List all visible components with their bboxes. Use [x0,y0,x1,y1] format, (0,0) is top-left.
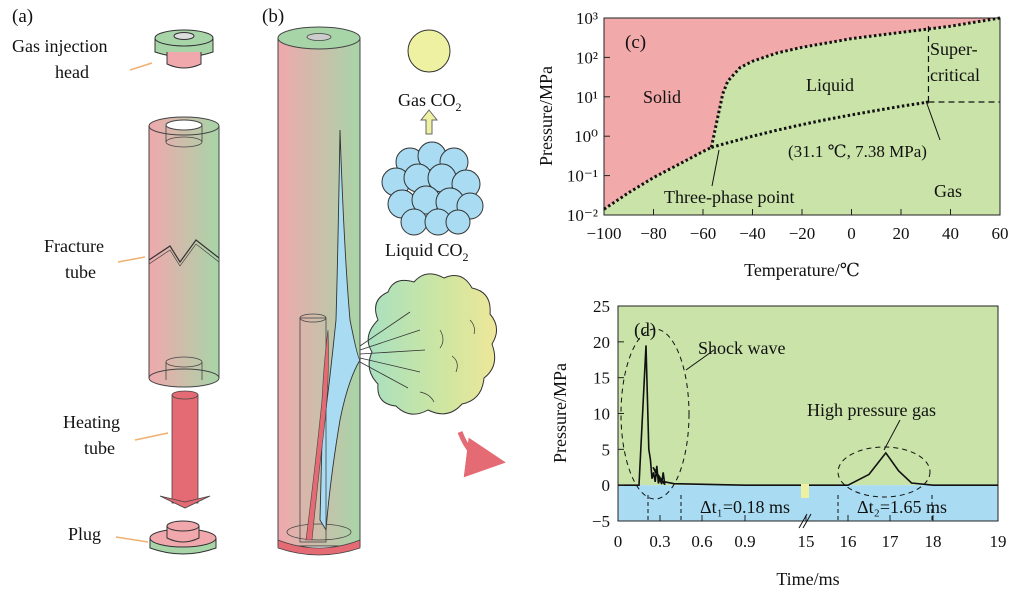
d-y-tick-label: 25 [593,297,610,316]
liquid-co2-cluster [381,141,484,236]
liquid-gas-region [604,18,1000,215]
melting-curve [709,16,1001,148]
shock-wave-pointer [685,349,715,371]
leader-line [115,536,149,543]
leader-line [134,432,169,441]
panel-c: −100 −80 −60 −40 −20 0 20 40 60 10⁻² 10⁻¹ 10⁰ 10¹ 10²… [536,9,1009,280]
leader-line [129,62,153,71]
gas-injection-head-label-2: head [55,62,89,82]
c-y-tick-label: 10⁻¹ [567,167,598,186]
region-liquid-label: Liquid [806,75,854,95]
plug-label: Plug [68,524,101,544]
panel-d-label: (d) [634,320,656,341]
panel-a: (a) Gas injection head Fracture tube [12,6,220,555]
d-x-tick-label: 17 [882,532,900,551]
dt2-label: Δt₂=1.65 ms [857,497,947,517]
c-y-tick-label: 10¹ [576,88,598,107]
c-x-tick-label: −20 [789,224,816,243]
d-x-tick-label: 19 [990,532,1007,551]
region-solid-label: Solid [643,87,681,107]
d-x-tick-label: 16 [840,532,857,551]
fracture-tube-drawing [148,116,220,388]
axis-break-icon [798,484,812,529]
fracture-tube-label-1: Fracture [44,236,104,256]
c-x-axis-label: Temperature/℃ [744,260,860,280]
d-x-tick-label: 15 [798,532,815,551]
c-x-tick-label: −40 [739,224,766,243]
c-y-tick-label: 10³ [576,9,598,28]
panel-b-label: (b) [262,6,284,27]
d-x-tick-label: 0.6 [691,532,712,551]
c-y-tick-label: 10⁻² [567,206,598,225]
fracture-tube-label-2: tube [65,262,96,282]
c-y-tick-label: 10² [576,48,598,67]
d-x-tick-label: 0.3 [649,532,670,551]
c-x-tick-label: 20 [893,224,910,243]
shock-wave-label: Shock wave [698,338,785,358]
c-x-tick-label: −60 [690,224,717,243]
d-x-tick-label: 0 [614,532,623,551]
vaporization-curve [710,100,929,149]
c-x-tick-label: 40 [942,224,959,243]
panel-a-label: (a) [12,6,33,27]
d-y-tick-label: −5 [592,512,610,531]
solid-region [604,18,1000,210]
c-x-tick-label: −100 [586,224,621,243]
pressure-curve [618,345,998,486]
panel-c-label: (c) [625,32,646,53]
c-axis-ticks: −100 −80 −60 −40 −20 0 20 40 60 10⁻² 10⁻¹ 10⁰ 10¹ 10²… [567,9,1009,243]
c-y-axis-label: Pressure/MPa [536,66,556,166]
gas-co2-bubble [407,29,451,73]
heating-tube-label-2: tube [84,438,115,458]
c-y-tick-label: 10⁰ [574,127,598,146]
critical-point-pointer [925,100,941,141]
d-x-tick-label: 18 [925,532,942,551]
region-gas-label: Gas [934,181,962,201]
sublimation-curve [603,146,713,211]
high-pressure-pointer [883,419,901,451]
heating-tube-label-1: Heating [63,412,120,432]
d-y-tick-label: 10 [593,405,610,424]
gas-injection-head-label-1: Gas injection [12,36,107,56]
shock-wave-ellipse [620,328,690,500]
plug-drawing [149,520,217,555]
positive-pressure-region [618,306,998,486]
gas-co2-label: Gas CO2 [398,90,462,114]
assembled-tube-drawing [277,26,361,556]
leader-line [117,256,146,263]
up-arrow-icon [419,109,439,135]
d-y-tick-label: 5 [602,440,611,459]
c-x-tick-label: −80 [640,224,667,243]
gas-injection-head-drawing [154,29,214,69]
heating-tube-drawing [159,390,211,509]
region-supercritical-label-2: critical [930,65,980,85]
panel-b: (b) Gas CO2 Liquid CO2 [262,6,506,556]
high-pressure-ellipse [837,446,931,498]
region-supercritical-label-1: Super- [930,39,978,59]
dt1-label: Δt₁=0.18 ms [700,497,790,517]
liquid-co2-label: Liquid CO2 [385,240,469,264]
c-x-tick-label: 0 [847,224,856,243]
triple-point-label: Three-phase point [664,187,794,207]
d-y-tick-label: 20 [593,333,610,352]
d-y-axis-label: Pressure/MPa [550,363,570,463]
gas-cloud [359,273,497,415]
c-x-tick-label: 60 [992,224,1009,243]
d-x-tick-label: 0.9 [734,532,755,551]
critical-point-label: (31.1 ℃, 7.38 MPa) [788,142,927,161]
outflow-arrow-icon [457,431,506,478]
d-y-tick-label: 15 [593,369,610,388]
high-pressure-gas-label: High pressure gas [807,400,936,420]
d-y-tick-label: 0 [602,476,611,495]
d-x-axis-label: Time/ms [776,569,839,589]
triple-point-pointer [711,149,720,187]
